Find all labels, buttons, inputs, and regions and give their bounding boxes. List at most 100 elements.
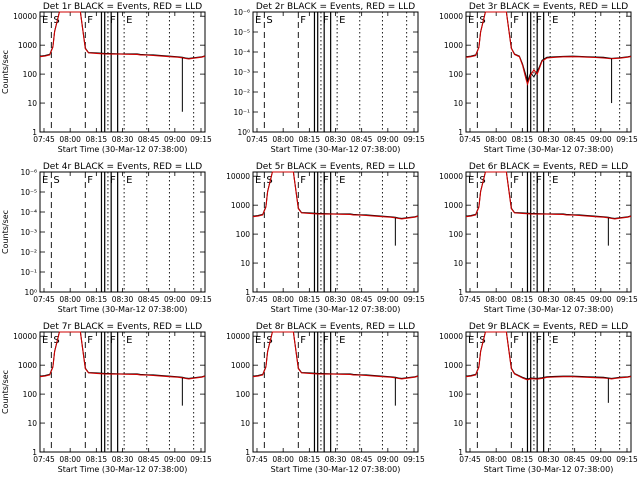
marker-label: S xyxy=(53,175,59,186)
x-tick-label: 07:45 xyxy=(246,455,268,464)
x-tick-label: 07:45 xyxy=(33,135,55,144)
y-tick-label: 10⁻⁴ xyxy=(233,48,250,57)
x-tick-label: 08:15 xyxy=(299,455,321,464)
y-tick-label: 100 xyxy=(449,230,464,239)
series-line-events xyxy=(465,171,632,219)
marker-label: E xyxy=(339,175,345,186)
y-tick-label: 1 xyxy=(458,128,463,137)
x-tick-label: 08:45 xyxy=(138,455,160,464)
x-tick-label: 08:00 xyxy=(272,295,294,304)
y-tick-label: 10 xyxy=(453,99,463,108)
chart-title: Det 4r BLACK = Events, RED = LLD xyxy=(43,162,202,172)
x-tick-label: 08:30 xyxy=(325,135,347,144)
x-tick-label: 09:00 xyxy=(164,295,186,304)
y-tick-label: 100 xyxy=(236,230,251,239)
y-tick-label: 10000 xyxy=(13,332,37,341)
marker-label: F xyxy=(513,15,519,26)
series-line-events xyxy=(39,11,206,59)
marker-label: F xyxy=(323,175,329,186)
x-tick-label: 08:15 xyxy=(86,135,108,144)
x-tick-label: 08:15 xyxy=(512,455,534,464)
chart-title: Det 5r BLACK = Events, RED = LLD xyxy=(256,162,415,172)
y-tick-label: 10⁻⁶ xyxy=(233,8,250,17)
y-tick-label: 10⁻⁴ xyxy=(20,208,37,217)
y-tick-label: 10000 xyxy=(439,172,463,181)
marker-label: S xyxy=(479,175,485,186)
series-line-events xyxy=(39,331,206,379)
x-tick-label: 09:15 xyxy=(190,295,212,304)
x-tick-label: 08:45 xyxy=(564,295,586,304)
x-axis-label: Start Time (30-Mar-12 07:38:00) xyxy=(58,305,188,314)
x-tick-label: 09:15 xyxy=(616,135,638,144)
y-tick-label: 1 xyxy=(245,288,250,297)
y-tick-label: 10000 xyxy=(439,332,463,341)
y-tick-label: 10 xyxy=(240,419,250,428)
y-tick-label: 10⁻² xyxy=(20,248,37,257)
y-tick-label: 10⁻⁵ xyxy=(20,188,37,197)
y-tick-label: 10000 xyxy=(13,12,37,21)
y-tick-label: 1 xyxy=(32,128,37,137)
chart-panel-2: Det 2r BLACK = Events, RED = LLD 07:45 08:… xyxy=(233,2,425,154)
marker-label: F xyxy=(87,15,93,26)
y-tick-label: 10⁻¹ xyxy=(20,268,37,277)
x-tick-label: 08:15 xyxy=(299,135,321,144)
x-tick-label: 08:30 xyxy=(325,455,347,464)
x-tick-label: 09:00 xyxy=(377,295,399,304)
series-line-events xyxy=(465,11,632,84)
marker-label: E xyxy=(255,15,261,26)
x-tick-label: 08:30 xyxy=(112,135,134,144)
x-tick-label: 08:00 xyxy=(485,455,507,464)
x-tick-label: 09:00 xyxy=(590,455,612,464)
x-tick-label: 09:15 xyxy=(403,135,425,144)
y-tick-label: 1000 xyxy=(231,201,250,210)
y-tick-label: 1000 xyxy=(444,41,463,50)
marker-label: F xyxy=(513,175,519,186)
y-tick-label: 1 xyxy=(245,448,250,457)
marker-label: E xyxy=(552,335,558,346)
plot-frame xyxy=(252,171,419,293)
marker-label: E xyxy=(468,15,474,26)
marker-label: S xyxy=(53,15,59,26)
x-tick-label: 07:45 xyxy=(459,135,481,144)
x-tick-label: 09:15 xyxy=(616,295,638,304)
marker-label: E xyxy=(42,175,48,186)
x-tick-label: 09:15 xyxy=(403,295,425,304)
chart-title: Det 7r BLACK = Events, RED = LLD xyxy=(43,322,202,332)
marker-label: E xyxy=(552,175,558,186)
x-tick-label: 09:00 xyxy=(164,135,186,144)
y-tick-label: 10⁻⁶ xyxy=(20,168,37,177)
x-axis-label: Start Time (30-Mar-12 07:38:00) xyxy=(58,145,188,154)
marker-label: F xyxy=(513,335,519,346)
y-tick-label: 100 xyxy=(449,390,464,399)
x-tick-label: 08:30 xyxy=(325,295,347,304)
y-tick-label: 1000 xyxy=(231,361,250,370)
x-tick-label: 08:15 xyxy=(512,295,534,304)
x-axis-label: Start Time (30-Mar-12 07:38:00) xyxy=(484,465,614,474)
y-tick-label: 10000 xyxy=(226,172,250,181)
chart-panel-8: Det 8r BLACK = Events, RED = LLD 07:45 08:… xyxy=(226,322,425,474)
marker-label: E xyxy=(468,175,474,186)
y-tick-label: 1 xyxy=(32,448,37,457)
x-tick-label: 07:45 xyxy=(33,455,55,464)
marker-label: S xyxy=(53,335,59,346)
x-tick-label: 08:45 xyxy=(564,135,586,144)
chart-panel-7: Det 7r BLACK = Events, RED = LLD 07:45 08:… xyxy=(1,322,212,474)
chart-panel-5: Det 5r BLACK = Events, RED = LLD 07:45 08:… xyxy=(226,162,425,314)
x-axis-label: Start Time (30-Mar-12 07:38:00) xyxy=(271,305,401,314)
x-tick-label: 08:00 xyxy=(59,295,81,304)
x-tick-label: 08:15 xyxy=(299,295,321,304)
series-line-events xyxy=(465,331,632,380)
marker-label: F xyxy=(536,175,542,186)
x-tick-label: 07:45 xyxy=(246,135,268,144)
y-axis-label: Counts/sec xyxy=(1,50,10,94)
marker-label: S xyxy=(266,15,272,26)
marker-label: S xyxy=(266,335,272,346)
y-tick-label: 1 xyxy=(458,288,463,297)
y-tick-label: 10 xyxy=(27,419,37,428)
x-tick-label: 09:00 xyxy=(590,295,612,304)
plot-frame xyxy=(39,171,206,293)
y-tick-label: 10 xyxy=(240,259,250,268)
x-tick-label: 09:00 xyxy=(590,135,612,144)
chart-title: Det 9r BLACK = Events, RED = LLD xyxy=(469,322,628,332)
